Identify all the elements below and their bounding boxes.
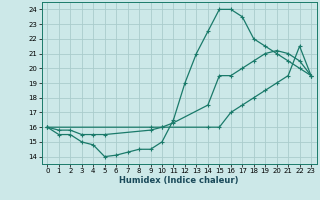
X-axis label: Humidex (Indice chaleur): Humidex (Indice chaleur) (119, 176, 239, 185)
